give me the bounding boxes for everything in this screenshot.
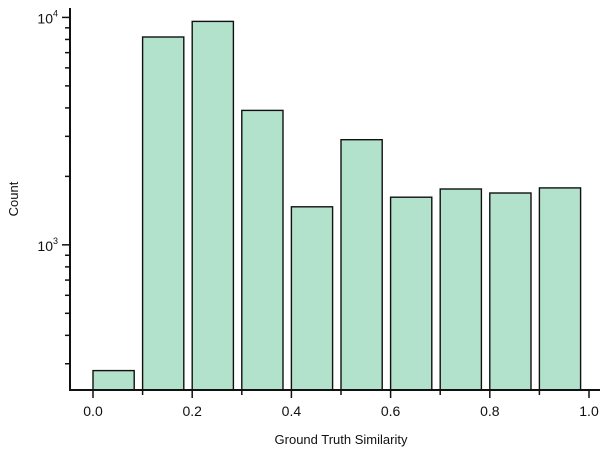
histogram-bar-2	[191, 20, 235, 391]
histogram-bar-5	[340, 138, 383, 391]
histogram-bar-8	[489, 192, 532, 391]
y-tick-label-0: 103	[37, 236, 58, 254]
axes-group	[62, 8, 600, 398]
bars-group	[92, 20, 582, 391]
x-tick-label-2: 0.4	[282, 403, 302, 419]
x-tick-label-4: 0.8	[480, 403, 500, 419]
labels-group: 0.0 0.2 0.4 0.6 0.8 1.0 103 104	[37, 8, 599, 419]
x-tick-label-0: 0.0	[83, 403, 103, 419]
histogram-bar-0	[92, 369, 135, 391]
x-tick-label-5: 1.0	[579, 403, 599, 419]
x-tick-label-1: 0.2	[182, 403, 202, 419]
histogram-bar-6	[389, 196, 433, 391]
histogram-bar-7	[439, 188, 483, 391]
histogram-bar-9	[538, 187, 582, 391]
histogram-bar-1	[141, 36, 185, 391]
x-tick-label-3: 0.6	[381, 403, 401, 419]
x-axis-title: Ground Truth Similarity	[275, 432, 408, 447]
histogram-bar-3	[241, 109, 284, 391]
y-tick-label-1: 104	[37, 8, 58, 26]
histogram-bar-4	[290, 206, 334, 391]
y-axis-title: Count	[6, 181, 21, 216]
